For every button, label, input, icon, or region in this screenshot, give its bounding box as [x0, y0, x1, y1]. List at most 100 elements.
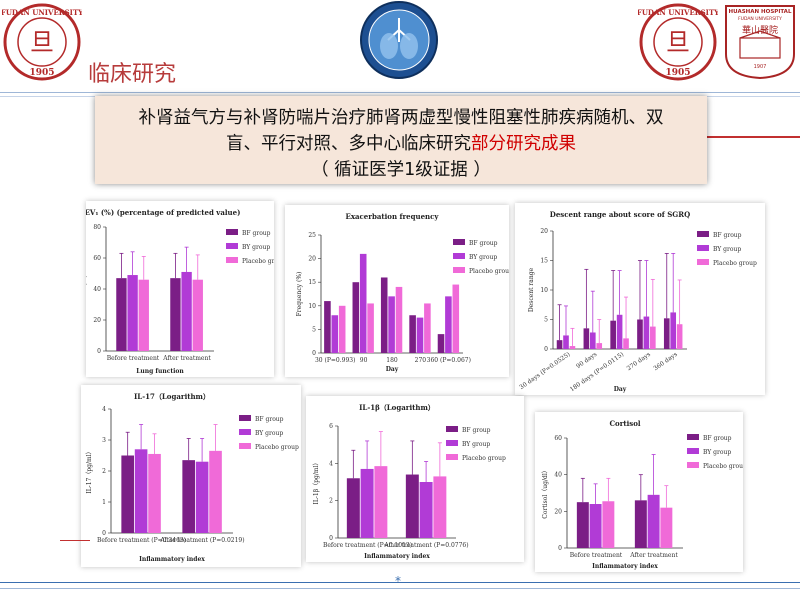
title-line-1: 补肾益气方与补肾防喘片治疗肺肾两虚型慢性阻塞性肺疾病随机、双	[138, 108, 664, 128]
svg-text:旦: 旦	[30, 28, 54, 56]
bar-by-group	[419, 482, 433, 538]
bar-placebo-group	[433, 476, 447, 538]
y-tick-label: 2	[102, 468, 106, 475]
legend-label: BY group	[469, 254, 497, 261]
y-tick-label: 0	[329, 535, 333, 542]
logo-right-year: 1905	[665, 68, 690, 78]
hospital-chinese: 華山醫院	[742, 24, 778, 36]
legend-swatch	[239, 443, 251, 449]
y-tick-label: 4	[102, 406, 106, 413]
il1b-chart: IL-1β（Logarithm） 0 2 4 6 IL-1β（pg/ml） Before t…	[313, 403, 506, 560]
legend-label: BF group	[703, 435, 732, 442]
x-axis-label: Inflammatory index	[364, 553, 430, 560]
legend-swatch	[453, 239, 465, 245]
bar-by-group	[416, 317, 424, 353]
y-tick-label: 1	[102, 499, 106, 506]
y-tick-label: 15	[308, 279, 316, 286]
bar-placebo-group	[676, 324, 683, 349]
x-tick-label: 270 days	[626, 351, 652, 372]
bar-bf-group	[437, 334, 445, 353]
bar-placebo-group	[395, 286, 403, 353]
y-tick-label: 0	[558, 545, 562, 552]
legend-label: BY group	[255, 430, 283, 437]
bar-by-group	[563, 335, 569, 349]
sgrq-chart-panel: Descent range about score of SGRQ 0 5 10 15 2…	[515, 203, 765, 395]
y-tick-label: 6	[329, 423, 333, 430]
bar-by-group	[388, 296, 395, 353]
bar-by-group	[647, 494, 660, 548]
legend-label: BF group	[462, 427, 491, 434]
bar-bf-group	[352, 282, 360, 353]
legend-swatch	[697, 245, 709, 251]
fudan-logo-left: 旦 1905 FUDAN UNIVERSITY	[1, 2, 84, 82]
legend-swatch	[226, 243, 238, 249]
bar-placebo-group	[660, 507, 673, 548]
title-line-2-red: 部分研究成果	[471, 134, 576, 154]
legend-swatch	[446, 426, 458, 432]
bar-by-group	[589, 504, 602, 548]
bar-by-group	[195, 461, 209, 533]
y-tick-label: 25	[308, 232, 316, 239]
y-tick-label: 4	[329, 460, 333, 467]
legend-swatch	[687, 434, 699, 440]
y-tick-label: 20	[308, 256, 316, 263]
y-tick-label: 5	[312, 326, 316, 333]
y-tick-label: 0	[97, 348, 101, 355]
y-tick-label: 2	[329, 498, 333, 505]
bar-bf-group	[346, 478, 360, 538]
bar-placebo-group	[367, 303, 374, 353]
y-tick-label: 20	[554, 508, 562, 515]
bar-placebo-group	[596, 343, 603, 349]
exacerbation-chart: Exacerbation frequency 0 5 10 15 20 25 Frequenc…	[296, 212, 509, 373]
legend-label: BF group	[242, 230, 271, 237]
bar-placebo-group	[452, 284, 460, 353]
legend-swatch	[239, 415, 251, 421]
legend-swatch	[453, 267, 465, 273]
legend-label: Placebo group	[703, 463, 743, 470]
hospital-year: 1907	[754, 64, 767, 70]
x-tick-label: 30 (P=0.993)	[315, 357, 355, 364]
bar-by-group	[331, 315, 339, 353]
legend-label: BY group	[713, 246, 741, 253]
bar-bf-group	[583, 328, 590, 349]
legend-swatch	[239, 429, 251, 435]
bar-bf-group	[405, 474, 419, 538]
x-tick-label: Before treatment	[570, 552, 623, 559]
bar-placebo-group	[602, 501, 615, 548]
legend-label: BF group	[255, 416, 284, 423]
hospital-name: HUASHAN HOSPITAL	[729, 9, 792, 15]
hospital-sub: FUDAN UNIVERSITY	[738, 16, 782, 22]
cortisol-chart: Cortisol 0 20 40 60 Cortisol（ug/dl） Before tre…	[542, 419, 743, 570]
bar-bf-group	[576, 502, 589, 548]
logo-right-text: FUDAN UNIVERSITY	[638, 8, 718, 17]
il1b-chart-panel: IL-1β（Logarithm） 0 2 4 6 IL-1β（pg/ml） Before t…	[306, 396, 524, 562]
bar-placebo-group	[424, 303, 431, 353]
y-tick-label: 15	[540, 258, 548, 265]
study-title-box: 补肾益气方与补肾防喘片治疗肺肾两虚型慢性阻塞性肺疾病随机、双 盲、平行对照、多中…	[95, 96, 707, 184]
y-tick-label: 20	[93, 317, 101, 324]
exacerbation-chart-panel: Exacerbation frequency 0 5 10 15 20 25 Frequenc…	[285, 205, 509, 377]
bar-by-group	[616, 314, 623, 349]
footer-line-blue	[0, 582, 800, 583]
x-tick-label: 30 days (P=0.0525)	[518, 351, 571, 391]
y-tick-label: 20	[540, 228, 548, 235]
legend-swatch	[446, 454, 458, 460]
bar-bf-group	[116, 278, 127, 351]
x-axis-label: Day	[386, 366, 399, 373]
bar-bf-group	[380, 277, 388, 353]
x-tick-label: After treatment	[629, 552, 678, 559]
bar-by-group	[670, 312, 677, 349]
x-axis-label: Inflammatory index	[139, 556, 205, 563]
legend-swatch	[697, 231, 709, 237]
title-line-2-black: 盲、平行对照、多中心临床研究	[226, 134, 471, 154]
y-tick-label: 0	[544, 346, 548, 353]
legend-swatch	[697, 259, 709, 265]
x-tick-label: Before treatment (P=0.3463)	[97, 537, 186, 544]
huashan-hospital-logo: HUASHAN HOSPITAL FUDAN UNIVERSITY 華山醫院 1…	[722, 2, 798, 80]
bar-by-group	[181, 271, 192, 351]
bar-by-group	[127, 275, 138, 351]
footer-star-icon: *	[395, 574, 401, 588]
title-line-2: 盲、平行对照、多中心临床研究部分研究成果	[95, 130, 707, 155]
chart-title: IL-17（Logarithm）	[134, 392, 210, 401]
legend-label: BF group	[713, 232, 742, 239]
